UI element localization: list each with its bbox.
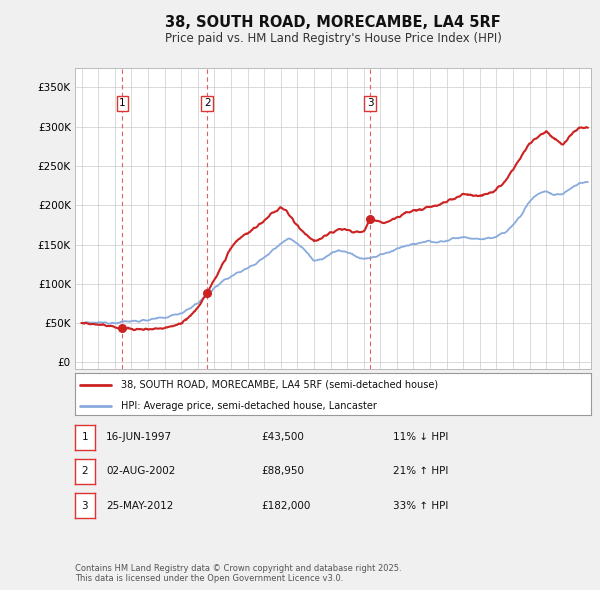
Text: 2: 2 [204, 98, 211, 108]
Text: Contains HM Land Registry data © Crown copyright and database right 2025.
This d: Contains HM Land Registry data © Crown c… [75, 563, 401, 583]
Text: 3: 3 [82, 501, 88, 510]
Text: 16-JUN-1997: 16-JUN-1997 [106, 432, 172, 442]
Text: 21% ↑ HPI: 21% ↑ HPI [393, 467, 448, 476]
Text: 38, SOUTH ROAD, MORECAMBE, LA4 5RF (semi-detached house): 38, SOUTH ROAD, MORECAMBE, LA4 5RF (semi… [121, 380, 439, 390]
Text: 2: 2 [82, 467, 88, 476]
Text: 02-AUG-2002: 02-AUG-2002 [106, 467, 176, 476]
Text: Price paid vs. HM Land Registry's House Price Index (HPI): Price paid vs. HM Land Registry's House … [164, 32, 502, 45]
Text: £182,000: £182,000 [261, 501, 310, 510]
Text: 1: 1 [82, 432, 88, 442]
Text: £88,950: £88,950 [261, 467, 304, 476]
Text: HPI: Average price, semi-detached house, Lancaster: HPI: Average price, semi-detached house,… [121, 401, 377, 411]
Text: 3: 3 [367, 98, 374, 108]
Text: 11% ↓ HPI: 11% ↓ HPI [393, 432, 448, 442]
Text: £43,500: £43,500 [261, 432, 304, 442]
Text: 1: 1 [119, 98, 126, 108]
Text: 25-MAY-2012: 25-MAY-2012 [106, 501, 173, 510]
Text: 33% ↑ HPI: 33% ↑ HPI [393, 501, 448, 510]
Text: 38, SOUTH ROAD, MORECAMBE, LA4 5RF: 38, SOUTH ROAD, MORECAMBE, LA4 5RF [165, 15, 501, 30]
